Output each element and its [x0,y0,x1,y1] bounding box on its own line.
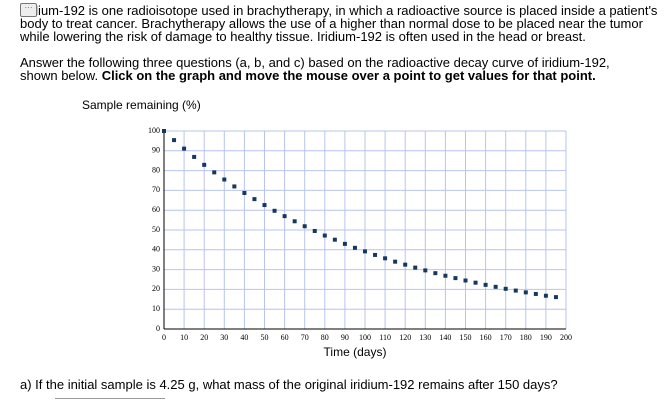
data-point[interactable] [533,291,538,296]
y-tick-label: 50 [152,225,160,234]
data-point[interactable] [393,259,398,264]
y-tick-label: 100 [148,126,160,135]
x-tick-label: 90 [341,333,349,342]
data-point[interactable] [543,293,548,298]
x-tick-label: 140 [439,333,451,342]
y-tick-label: 30 [152,264,160,273]
data-point[interactable] [453,276,458,281]
data-point[interactable] [553,295,558,300]
x-tick-label: 180 [520,333,532,342]
y-tick-label: 80 [152,165,160,174]
instructions: Answer the following three questions (a,… [20,56,640,82]
intro-text: Iridium-192 is one radioisotope used in … [20,3,658,44]
data-point[interactable] [332,237,337,242]
x-tick-label: 100 [359,333,371,342]
data-point[interactable] [192,154,197,159]
data-point[interactable] [182,146,187,151]
x-tick-label: 60 [281,333,289,342]
x-tick-label: 160 [480,333,492,342]
x-tick-label: 30 [220,333,228,342]
y-tick-label: 10 [152,304,160,313]
y-tick-label: 70 [152,185,160,194]
x-tick-label: 10 [180,333,188,342]
x-tick-label: 40 [240,333,248,342]
x-tick-label: 120 [399,333,411,342]
data-point[interactable] [262,203,267,208]
data-point[interactable] [493,284,498,289]
data-point[interactable] [292,219,297,224]
data-point[interactable] [282,214,287,219]
data-point[interactable] [342,241,347,246]
y-tick-label: 40 [152,245,160,254]
info-icon[interactable]: ··· [20,3,37,17]
data-point[interactable] [473,280,478,285]
x-tick-label: 150 [460,333,472,342]
data-point[interactable] [483,282,488,287]
x-axis-label: Time (days) [324,345,387,359]
instructions-bold: Click on the graph and move the mouse ov… [101,68,596,83]
y-tick-label: 60 [152,205,160,214]
data-point[interactable] [443,273,448,278]
x-tick-label: 190 [540,333,552,342]
y-axis-label: Sample remaining (%) [82,98,201,112]
x-tick-label: 0 [162,333,166,342]
answer-input[interactable] [55,398,165,399]
x-tick-label: 110 [379,333,391,342]
data-point[interactable] [212,170,217,175]
data-point[interactable] [322,233,327,238]
y-tick-label: 20 [152,284,160,293]
y-tick-label: 90 [152,146,160,155]
data-point[interactable] [423,268,428,273]
data-point[interactable] [413,265,418,270]
x-tick-label: 80 [321,333,329,342]
data-point[interactable] [433,271,438,276]
data-point[interactable] [312,228,317,233]
instructions-text: Answer the following three questions (a,… [20,55,610,83]
data-point[interactable] [202,162,207,167]
y-tick-label: 0 [156,324,160,333]
data-point[interactable] [272,208,277,213]
data-point[interactable] [222,177,227,182]
data-point[interactable] [252,197,257,202]
data-point[interactable] [162,129,166,133]
data-point[interactable] [523,290,528,295]
data-point[interactable] [242,190,247,195]
data-point[interactable] [503,286,508,291]
data-point[interactable] [172,138,177,143]
data-point[interactable] [363,249,367,254]
x-tick-label: 50 [261,333,269,342]
x-tick-label: 200 [560,333,572,342]
data-point[interactable] [302,224,307,229]
question-a: a) If the initial sample is 4.25 g, what… [20,377,558,392]
x-tick-label: 20 [200,333,208,342]
data-point[interactable] [232,184,237,189]
data-point[interactable] [352,245,357,250]
x-tick-label: 70 [301,333,309,342]
x-tick-label: 170 [500,333,512,342]
data-point[interactable] [463,278,468,283]
data-point[interactable] [383,256,388,261]
data-point[interactable] [513,288,518,293]
x-tick-label: 130 [419,333,431,342]
data-point[interactable] [403,262,408,267]
data-point[interactable] [373,252,378,257]
